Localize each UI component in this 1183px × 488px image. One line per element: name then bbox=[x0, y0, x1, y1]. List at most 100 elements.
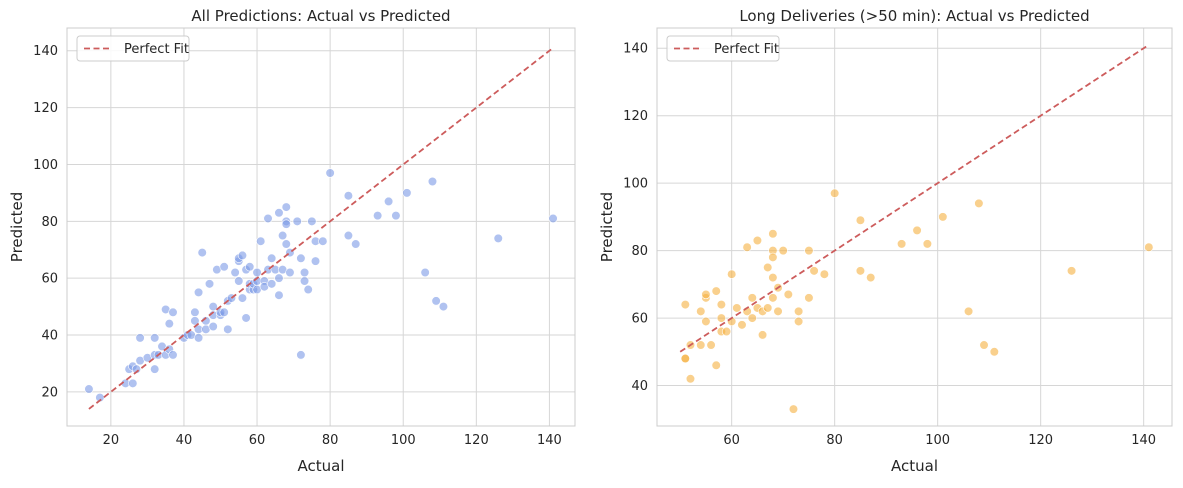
left-data-point bbox=[343, 191, 354, 201]
right-data-point bbox=[938, 212, 948, 222]
right-data-point bbox=[866, 272, 876, 283]
left-data-point bbox=[278, 230, 288, 241]
left-data-point bbox=[307, 216, 317, 226]
left-data-point bbox=[237, 293, 248, 303]
left-plot: 20 40 60 80 100 120 140 20 40 60 80 100 120 140 All Pr… bbox=[8, 7, 576, 475]
right-data-point bbox=[696, 340, 706, 350]
left-data-point bbox=[343, 230, 354, 241]
left-data-point bbox=[150, 333, 160, 343]
right-x-tick-label: 120 bbox=[1028, 433, 1053, 448]
left-y-tick-label: 40 bbox=[41, 329, 58, 344]
right-data-point bbox=[732, 303, 742, 313]
right-y-tick-label: 40 bbox=[631, 379, 648, 394]
left-data-point bbox=[548, 213, 558, 224]
right-y-tick-label: 140 bbox=[623, 42, 648, 57]
left-data-point bbox=[310, 256, 321, 266]
left-data-point bbox=[274, 273, 284, 283]
right-data-point bbox=[768, 252, 778, 262]
left-y-tick-label: 80 bbox=[41, 215, 58, 230]
right-y-axis-label: Predicted bbox=[598, 192, 616, 262]
left-data-point bbox=[204, 279, 215, 289]
left-data-point bbox=[237, 250, 248, 261]
right-data-point bbox=[979, 340, 989, 350]
left-data-point bbox=[427, 176, 438, 187]
left-data-point bbox=[190, 307, 200, 317]
left-data-point bbox=[420, 267, 430, 278]
left-data-point bbox=[318, 236, 328, 246]
left-x-axis-label: Actual bbox=[298, 457, 345, 475]
right-x-axis-label: Actual bbox=[891, 457, 938, 475]
right-data-point bbox=[768, 272, 778, 283]
right-data-point bbox=[727, 269, 737, 279]
left-x-tick-label: 40 bbox=[176, 433, 193, 448]
left-data-point bbox=[234, 276, 244, 286]
right-data-point bbox=[757, 330, 768, 340]
right-y-tick-label: 120 bbox=[623, 109, 648, 124]
left-data-point bbox=[193, 287, 204, 297]
right-legend: Perfect Fit bbox=[666, 35, 780, 62]
right-data-point bbox=[1066, 266, 1077, 276]
right-data-point bbox=[711, 360, 721, 370]
right-data-point bbox=[989, 347, 999, 357]
left-data-point bbox=[274, 290, 284, 300]
right-x-tick-label: 60 bbox=[723, 433, 740, 448]
right-data-point bbox=[794, 316, 804, 327]
left-legend-label: Perfect Fit bbox=[124, 42, 189, 57]
right-data-point bbox=[855, 215, 866, 225]
right-data-point bbox=[685, 374, 696, 384]
right-legend-label: Perfect Fit bbox=[714, 42, 779, 57]
right-data-point bbox=[804, 246, 814, 256]
left-data-point bbox=[168, 307, 178, 317]
right-data-point bbox=[737, 320, 747, 330]
left-data-point bbox=[168, 350, 178, 360]
left-data-point bbox=[223, 324, 233, 334]
left-x-tick-label: 20 bbox=[103, 433, 120, 448]
right-data-point bbox=[897, 239, 907, 249]
left-data-point bbox=[208, 321, 218, 332]
right-data-point bbox=[773, 306, 783, 316]
left-x-tick-label: 60 bbox=[249, 433, 266, 448]
right-y-tick-label: 60 bbox=[631, 312, 648, 327]
left-data-point bbox=[230, 267, 240, 278]
right-data-point bbox=[680, 299, 690, 310]
left-data-point bbox=[281, 202, 291, 212]
left-data-point bbox=[325, 168, 335, 178]
left-y-tick-label: 120 bbox=[33, 101, 58, 116]
left-data-point bbox=[208, 302, 218, 312]
left-data-point bbox=[303, 284, 313, 295]
right-data-point bbox=[809, 266, 819, 276]
left-data-point bbox=[296, 253, 306, 263]
right-data-point bbox=[763, 303, 773, 313]
left-data-point bbox=[296, 350, 306, 360]
left-y-tick-label: 100 bbox=[33, 158, 58, 173]
right-data-point bbox=[747, 293, 757, 303]
left-data-point bbox=[256, 236, 266, 246]
left-data-point bbox=[438, 302, 449, 312]
left-data-point bbox=[190, 316, 200, 326]
right-data-point bbox=[804, 293, 814, 303]
left-data-point bbox=[292, 216, 302, 226]
right-data-point bbox=[680, 353, 690, 364]
right-data-point bbox=[706, 340, 716, 350]
right-data-point bbox=[830, 188, 840, 198]
right-data-point bbox=[701, 316, 711, 327]
left-data-point bbox=[281, 239, 291, 249]
left-data-point bbox=[150, 364, 160, 374]
left-data-point bbox=[193, 333, 204, 343]
left-data-point bbox=[299, 276, 310, 286]
left-data-point bbox=[384, 196, 394, 207]
right-data-point bbox=[783, 289, 793, 300]
left-data-point bbox=[219, 307, 229, 317]
left-data-point bbox=[281, 219, 291, 229]
left-data-point bbox=[285, 267, 295, 278]
right-data-point bbox=[912, 225, 922, 235]
left-x-tick-label: 80 bbox=[322, 433, 339, 448]
left-data-point bbox=[274, 208, 284, 218]
right-data-point bbox=[922, 239, 932, 249]
left-data-point bbox=[164, 319, 174, 329]
left-data-point bbox=[267, 279, 277, 289]
right-chart-title: Long Deliveries (>50 min): Actual vs Pre… bbox=[739, 7, 1089, 25]
left-data-point bbox=[128, 378, 138, 388]
